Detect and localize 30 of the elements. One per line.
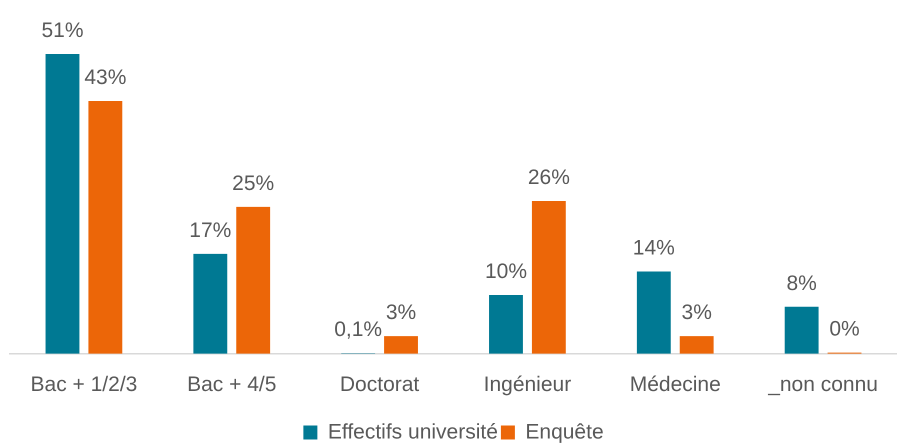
bar: [489, 295, 523, 354]
x-tick-label: Doctorat: [340, 373, 420, 396]
data-label: 8%: [786, 272, 817, 295]
x-tick-label: Médecine: [630, 373, 721, 396]
bar: [680, 336, 714, 354]
bar: [532, 200, 566, 354]
bar: [784, 306, 819, 354]
x-tick-label: Bac + 1/2/3: [30, 373, 138, 396]
data-label: 10%: [484, 260, 527, 284]
bar: [88, 101, 122, 354]
bar: [236, 206, 270, 354]
data-label: 26%: [528, 166, 570, 189]
legend-label: Effectifs université: [328, 420, 498, 444]
data-label: 0,1%: [334, 318, 382, 342]
data-label: 3%: [386, 301, 416, 324]
x-tick-label: Ingénieur: [484, 373, 572, 396]
data-label: 25%: [232, 172, 274, 195]
bar: [193, 254, 228, 354]
bar: [46, 54, 80, 354]
data-label: 14%: [632, 236, 675, 260]
bar: [636, 272, 671, 354]
x-tick-label: _non connu: [767, 373, 878, 396]
bar: [384, 336, 418, 354]
data-label: 43%: [84, 66, 126, 90]
legend-label: Enquête: [525, 420, 604, 444]
data-label: 51%: [41, 19, 84, 42]
data-label: 17%: [189, 218, 232, 242]
data-label: 3%: [682, 301, 712, 324]
data-label: 0%: [829, 318, 860, 341]
x-tick-label: Bac + 4/5: [187, 373, 276, 396]
